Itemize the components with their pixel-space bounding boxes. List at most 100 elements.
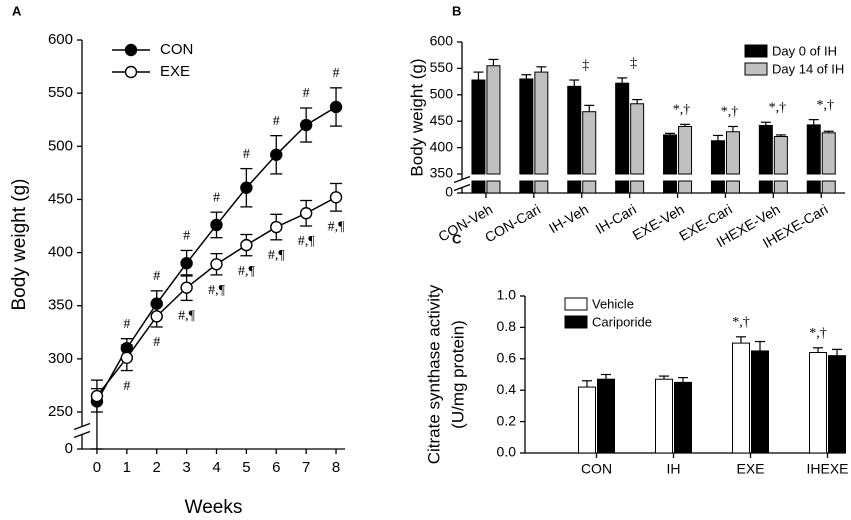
x-axis-label: Weeks bbox=[185, 497, 243, 518]
y-tick-label: 500 bbox=[430, 86, 454, 102]
bar-stub bbox=[678, 180, 693, 194]
y-tick-label: 550 bbox=[430, 59, 454, 75]
error-bar bbox=[582, 380, 592, 388]
annotation: #,¶ bbox=[328, 219, 346, 234]
bar bbox=[534, 71, 549, 175]
y-tick-label: 350 bbox=[48, 297, 73, 314]
marker bbox=[120, 351, 134, 364]
annotation: # bbox=[333, 66, 340, 81]
x-tick-label: 1 bbox=[123, 459, 131, 476]
bar bbox=[809, 352, 827, 454]
bar bbox=[773, 136, 788, 175]
error-bar bbox=[569, 79, 580, 87]
marker bbox=[240, 238, 253, 252]
y-axis-label: (U/mg protein) bbox=[448, 320, 467, 429]
legend-swatch bbox=[744, 62, 768, 76]
y-tick-label: 0.4 bbox=[497, 381, 517, 397]
error-bar bbox=[823, 130, 834, 133]
marker bbox=[240, 181, 253, 194]
y-tick-label: 1.0 bbox=[497, 287, 517, 303]
bar bbox=[486, 65, 501, 175]
axis-break bbox=[73, 430, 91, 439]
error-bar bbox=[808, 119, 819, 125]
error-bar bbox=[727, 125, 738, 132]
error-bar bbox=[584, 104, 595, 112]
y-tick-label: 0.8 bbox=[497, 318, 517, 334]
x-tick-label: 4 bbox=[212, 459, 220, 476]
annotation: #,¶ bbox=[298, 234, 316, 249]
legend-swatch bbox=[564, 315, 588, 329]
error-bar bbox=[760, 121, 771, 126]
marker bbox=[210, 218, 223, 232]
legend-marker bbox=[124, 43, 138, 57]
annotation: #,¶ bbox=[238, 264, 256, 279]
bar bbox=[751, 350, 769, 454]
legend-marker bbox=[124, 65, 138, 79]
bar-stub bbox=[534, 180, 549, 194]
axis-break bbox=[453, 183, 471, 192]
legend-swatch bbox=[564, 297, 588, 311]
bar bbox=[710, 140, 725, 175]
x-tick-label: 3 bbox=[182, 459, 190, 476]
panel-label: A bbox=[12, 3, 22, 18]
annotation: # bbox=[183, 229, 190, 244]
annotation: # bbox=[153, 335, 160, 350]
annotation: *,† bbox=[732, 315, 750, 330]
bar bbox=[597, 378, 615, 454]
bar bbox=[732, 342, 750, 454]
y-tick-label: 400 bbox=[48, 244, 73, 261]
x-tick-label: IH-Veh bbox=[546, 201, 591, 236]
bar bbox=[725, 131, 740, 175]
error-bar bbox=[755, 340, 765, 351]
error-bar bbox=[473, 71, 484, 81]
bar bbox=[519, 78, 534, 175]
marker bbox=[150, 310, 163, 323]
y-tick-label: 300 bbox=[48, 350, 73, 367]
bar-stub bbox=[582, 180, 597, 194]
x-tick-label: 6 bbox=[272, 459, 280, 476]
y-axis-label: Body weight (g) bbox=[407, 58, 426, 176]
legend-label: EXE bbox=[160, 63, 190, 80]
x-tick-label: 7 bbox=[302, 459, 310, 476]
bar bbox=[663, 134, 678, 175]
legend-label: Day 14 of IH bbox=[772, 61, 844, 76]
legend-swatch bbox=[744, 44, 768, 58]
y-tick-label: 350 bbox=[430, 165, 454, 181]
x-tick-label: 5 bbox=[242, 459, 250, 476]
annotation: #,¶ bbox=[268, 248, 286, 263]
bar-stub bbox=[758, 180, 773, 194]
error-bar bbox=[521, 74, 532, 79]
annotation: # bbox=[243, 147, 250, 162]
bar-stub bbox=[821, 180, 836, 194]
x-tick-label: IH bbox=[667, 461, 681, 477]
bar-stub bbox=[567, 180, 582, 194]
bar-stub bbox=[615, 180, 630, 194]
bar bbox=[578, 386, 596, 454]
y-tick-label: 0.2 bbox=[497, 412, 517, 428]
y-tick-label: 400 bbox=[430, 138, 454, 154]
panel-label: B bbox=[452, 3, 461, 18]
x-tick-label: 2 bbox=[153, 459, 161, 476]
legend-label: Day 0 of IH bbox=[772, 43, 837, 58]
axis-break bbox=[453, 175, 471, 184]
bar bbox=[655, 378, 673, 454]
x-tick-label: CON bbox=[581, 461, 612, 477]
y-tick-label: 450 bbox=[48, 190, 73, 207]
axis-break-gap bbox=[454, 179, 470, 188]
marker bbox=[210, 258, 223, 271]
error-bar bbox=[813, 347, 823, 353]
annotation: # bbox=[303, 86, 310, 101]
bar bbox=[630, 103, 645, 175]
y-tick-label: 250 bbox=[48, 403, 73, 420]
x-tick-label: 8 bbox=[332, 459, 340, 476]
bar-stub bbox=[773, 180, 788, 194]
legend-label: Vehicle bbox=[592, 296, 634, 311]
bar-stub bbox=[519, 180, 534, 194]
error-bar bbox=[665, 132, 676, 135]
y-tick-label: 0.6 bbox=[497, 350, 517, 366]
marker bbox=[329, 191, 343, 204]
y-tick-label: 450 bbox=[430, 112, 454, 128]
marker bbox=[180, 281, 193, 294]
error-bar bbox=[712, 134, 723, 141]
bar bbox=[471, 79, 486, 175]
